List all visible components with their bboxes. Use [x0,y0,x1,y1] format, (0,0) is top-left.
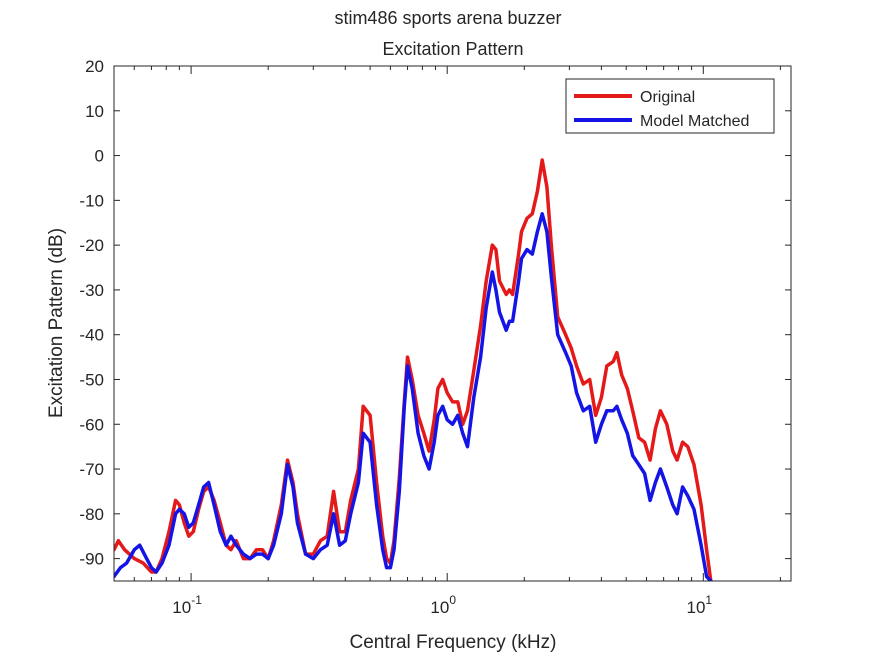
legend-box [565,78,775,134]
chart-subtitle: Excitation Pattern [382,39,523,59]
y-tick-label: -70 [79,460,104,479]
y-tick-label: -10 [79,191,104,210]
plot-frame [113,65,792,582]
y-tick-label: -20 [79,236,104,255]
series-line-model-matched [114,212,713,581]
y-tick-label: -60 [79,415,104,434]
y-tick-label: -30 [79,281,104,300]
series-layer [114,158,713,581]
series-line-original [114,158,713,581]
y-axis-label: Excitation Pattern (dB) [46,228,67,418]
chart-title: stim486 sports arena buzzer [334,8,561,28]
y-tick-label: -90 [79,550,104,569]
y-tick-label: -40 [79,326,104,345]
legend-label-model-matched: Model Matched [640,113,749,130]
x-minor-ticks [113,66,781,581]
legend-label-original: Original [640,89,695,106]
y-tick-label: -80 [79,505,104,524]
legend: Original Model Matched [565,78,775,134]
y-tick-label: 0 [95,147,104,166]
y-tick-label: 10 [85,102,104,121]
y-tick-label: 20 [85,57,104,76]
x-axis-label: Central Frequency (kHz) [350,632,557,653]
plot-area [114,66,791,581]
y-tick-label: -50 [79,370,104,389]
